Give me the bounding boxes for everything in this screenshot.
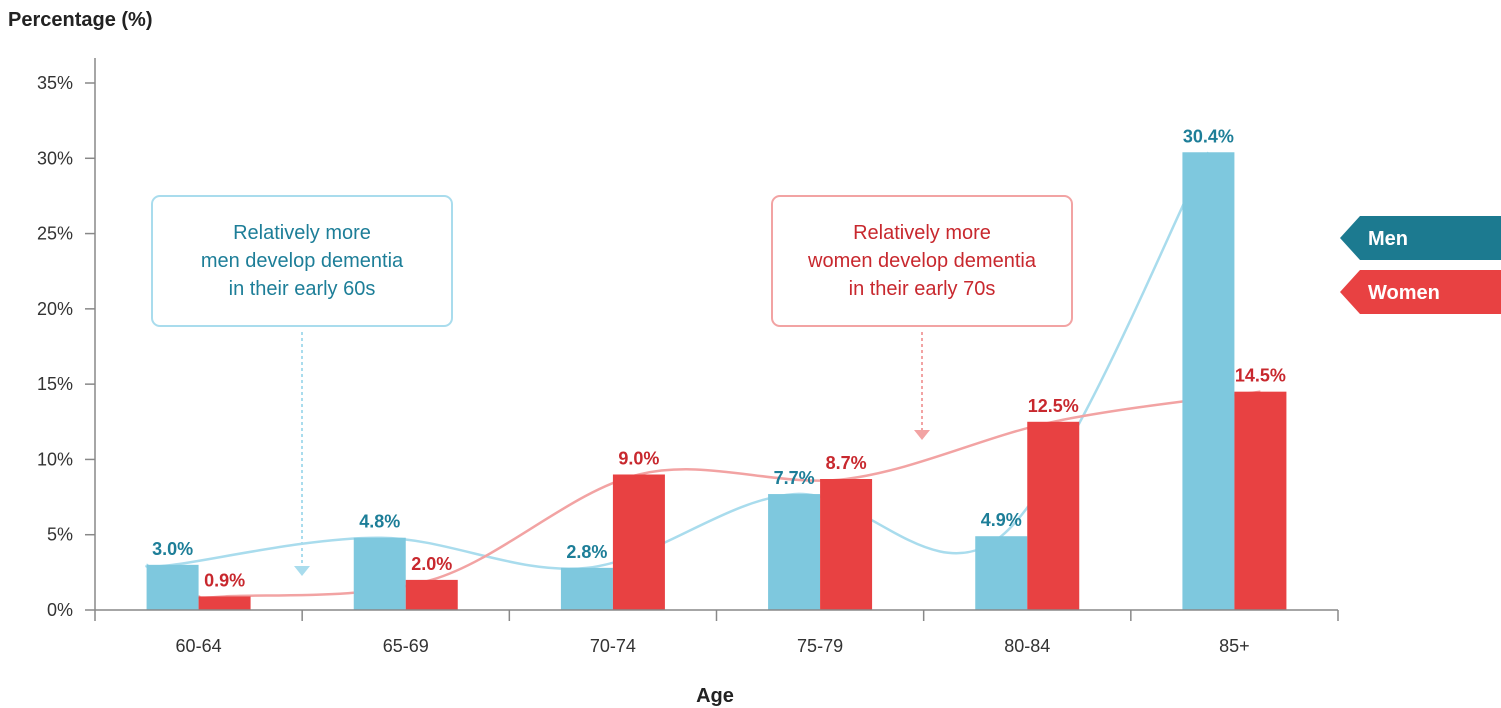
data-label-women: 14.5% bbox=[1235, 366, 1286, 386]
data-label-men: 7.7% bbox=[774, 468, 815, 488]
data-labels: 3.0% 0.9% 4.8% 2.0% 2.8% 9.0% 7.7% 8.7% 4.9% 12.5… bbox=[152, 126, 1286, 590]
callout-text-line: men develop dementia bbox=[201, 250, 404, 272]
x-tick-label: 85+ bbox=[1219, 636, 1250, 656]
y-tick-label: 35% bbox=[37, 73, 73, 93]
callout-box bbox=[771, 195, 1073, 327]
trend-line-women bbox=[197, 390, 1261, 599]
x-tick-label: 60-64 bbox=[176, 636, 222, 656]
callout-text-line: women develop dementia bbox=[807, 250, 1037, 272]
y-tick-label: 15% bbox=[37, 374, 73, 394]
callout-arrow-head bbox=[914, 430, 930, 440]
data-label-men: 4.9% bbox=[981, 510, 1022, 530]
legend-item-women: Women bbox=[1340, 270, 1501, 314]
bar-men bbox=[353, 537, 406, 610]
data-label-women: 8.7% bbox=[826, 453, 867, 473]
y-tick-label: 5% bbox=[47, 525, 73, 545]
data-label-women: 2.0% bbox=[411, 554, 452, 574]
data-label-women: 0.9% bbox=[204, 570, 245, 590]
data-label-men: 3.0% bbox=[152, 539, 193, 559]
x-tick-label: 80-84 bbox=[1004, 636, 1050, 656]
annotation-callout: Relatively more women develop dementia in … bbox=[771, 195, 1073, 440]
data-label-men: 4.8% bbox=[359, 512, 400, 532]
callout-box bbox=[151, 195, 453, 327]
legend-item-men: Men bbox=[1340, 216, 1501, 260]
callout-text-line: in their early 70s bbox=[849, 278, 996, 300]
bar-men bbox=[560, 567, 613, 610]
x-tick-label: 70-74 bbox=[590, 636, 636, 656]
bar-women bbox=[405, 579, 458, 610]
bar-men bbox=[768, 494, 821, 610]
data-label-men: 2.8% bbox=[566, 542, 607, 562]
y-tick-label: 25% bbox=[37, 224, 73, 244]
callout-text-line: Relatively more bbox=[853, 222, 991, 244]
y-tick-label: 20% bbox=[37, 299, 73, 319]
y-axis-title: Percentage (%) bbox=[8, 9, 153, 31]
legend-label: Women bbox=[1368, 282, 1440, 304]
y-tick-label: 10% bbox=[37, 449, 73, 469]
x-tick-label: 65-69 bbox=[383, 636, 429, 656]
x-tick-label: 75-79 bbox=[797, 636, 843, 656]
legend-swatch bbox=[1340, 216, 1501, 260]
annotations: Relatively more men develop dementia in th… bbox=[151, 195, 1073, 576]
legend: Men Women bbox=[1340, 216, 1501, 314]
bar-men bbox=[146, 564, 199, 610]
annotation-callout: Relatively more men develop dementia in th… bbox=[151, 195, 453, 576]
data-label-women: 9.0% bbox=[618, 448, 659, 468]
y-tick-label: 30% bbox=[37, 148, 73, 168]
legend-swatch bbox=[1340, 270, 1501, 314]
bar-women bbox=[1027, 421, 1080, 610]
bars bbox=[146, 152, 1287, 610]
bar-women bbox=[1234, 391, 1287, 610]
data-label-women: 12.5% bbox=[1028, 396, 1079, 416]
data-label-men: 30.4% bbox=[1183, 126, 1234, 146]
bar-men bbox=[975, 536, 1028, 610]
bar-women bbox=[198, 596, 251, 610]
y-tick-label: 0% bbox=[47, 600, 73, 620]
callout-arrow-head bbox=[294, 566, 310, 576]
callout-text-line: in their early 60s bbox=[229, 278, 376, 300]
bar-women bbox=[612, 474, 665, 610]
axes: 0% 5% 10% 15% 20% 25% 30% 35% 60-64 65-69 70-74 75-… bbox=[37, 58, 1339, 656]
bar-women bbox=[820, 479, 873, 610]
callout-text-line: Relatively more bbox=[233, 222, 371, 244]
x-axis-title: Age bbox=[696, 685, 734, 707]
bar-men bbox=[1182, 152, 1235, 610]
legend-label: Men bbox=[1368, 228, 1408, 250]
